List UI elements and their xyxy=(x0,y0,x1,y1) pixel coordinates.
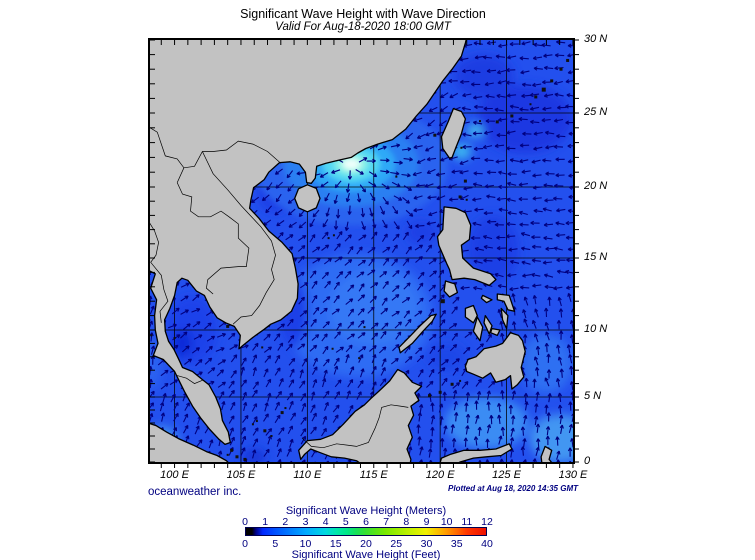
lon-label-115: 115 E xyxy=(359,469,388,481)
legend-meters-tick: 9 xyxy=(423,516,430,528)
landmass-luzon xyxy=(436,206,497,287)
legend-meters-tick: 2 xyxy=(282,516,289,528)
landmass-halmahera xyxy=(540,445,553,463)
legend-meters-tick: 10 xyxy=(440,516,453,528)
lat-label-25: 25 N xyxy=(584,106,608,118)
landmass-leyte xyxy=(500,307,509,330)
lon-label-120: 120 E xyxy=(425,469,455,481)
lon-label-110: 110 E xyxy=(293,469,322,481)
legend-meters-tick: 8 xyxy=(403,516,410,528)
lat-label-0: 0 xyxy=(584,455,591,467)
legend-meters-ticks: 0 1 2 3 4 5 6 7 8 9 10 11 12 xyxy=(242,516,493,528)
small-islands xyxy=(149,58,570,461)
lat-label-20: 20 N xyxy=(584,180,608,192)
lon-label-100: 100 E xyxy=(160,469,189,481)
lat-label-15: 15 N xyxy=(584,251,608,263)
landmass-hainan xyxy=(294,184,321,213)
lon-label-130: 130 E xyxy=(558,469,588,481)
legend-feet-tick: 20 xyxy=(360,538,372,550)
landmass-mainland-asia xyxy=(149,39,468,446)
map-frame xyxy=(148,38,575,464)
legend-meters-title: Significant Wave Height (Meters) xyxy=(285,505,447,517)
valid-time-subtitle: Valid For Aug-18-2020 18:00 GMT xyxy=(275,21,451,33)
landmass-palawan xyxy=(398,313,437,354)
legend-feet-tick: 10 xyxy=(299,538,312,550)
legend-feet-tick: 15 xyxy=(329,538,342,550)
legend-feet-tick: 40 xyxy=(481,538,493,550)
legend-feet-tick: 30 xyxy=(420,538,433,550)
legend-feet-ticks: 0 5 10 15 20 25 30 35 40 xyxy=(242,538,493,550)
landmass-sulawesi-north-arm xyxy=(439,443,513,463)
landmass-negros xyxy=(472,316,484,342)
landmass-sumatra xyxy=(149,422,230,463)
legend-meters-tick: 0 xyxy=(242,516,248,528)
legend-meters-tick: 5 xyxy=(342,516,349,528)
country-borders xyxy=(149,126,409,449)
lat-label-5: 5 N xyxy=(584,390,602,402)
land-layer xyxy=(149,39,553,463)
page-title: Significant Wave Height with Wave Direct… xyxy=(240,7,486,21)
legend-meters-tick: 7 xyxy=(383,516,390,528)
landmass-panay xyxy=(464,304,478,324)
landmass-borneo xyxy=(298,368,423,463)
landmass-mindanao xyxy=(464,332,526,390)
legend-meters-tick: 1 xyxy=(262,516,269,528)
landmass-cebu xyxy=(483,314,493,335)
legend-meters-tick: 4 xyxy=(322,516,329,528)
legend-feet-tick: 5 xyxy=(272,538,279,550)
legend-feet-title: Significant Wave Height (Feet) xyxy=(291,549,441,560)
lon-label-105: 105 E xyxy=(226,469,256,481)
map-layers xyxy=(149,39,574,463)
legend-feet-tick: 35 xyxy=(450,538,463,550)
lon-label-125: 125 E xyxy=(492,469,521,481)
legend-feet-tick: 0 xyxy=(242,538,248,550)
degree-tick-marks xyxy=(150,39,579,468)
plotted-timestamp: Plotted at Aug 18, 2020 14:35 GMT xyxy=(448,484,578,493)
legend-meters-tick: 11 xyxy=(461,516,473,528)
legend-meters-tick: 3 xyxy=(302,516,309,528)
lat-label-10: 10 N xyxy=(584,323,608,335)
legend-feet-tick: 25 xyxy=(390,538,403,550)
landmass-bohol xyxy=(489,327,501,337)
landmass-mindoro xyxy=(443,280,459,298)
legend-meters-tick: 12 xyxy=(481,516,493,528)
legend-meters-tick: 6 xyxy=(363,516,369,528)
landmass-taiwan xyxy=(440,107,467,159)
credit-text: oceanweather inc. xyxy=(148,486,242,498)
landmass-samar xyxy=(496,293,516,312)
map-canvas xyxy=(148,38,579,468)
landmass-masbate xyxy=(480,294,493,304)
legend-color-bar xyxy=(245,527,487,536)
lat-label-30: 30 N xyxy=(584,33,608,45)
